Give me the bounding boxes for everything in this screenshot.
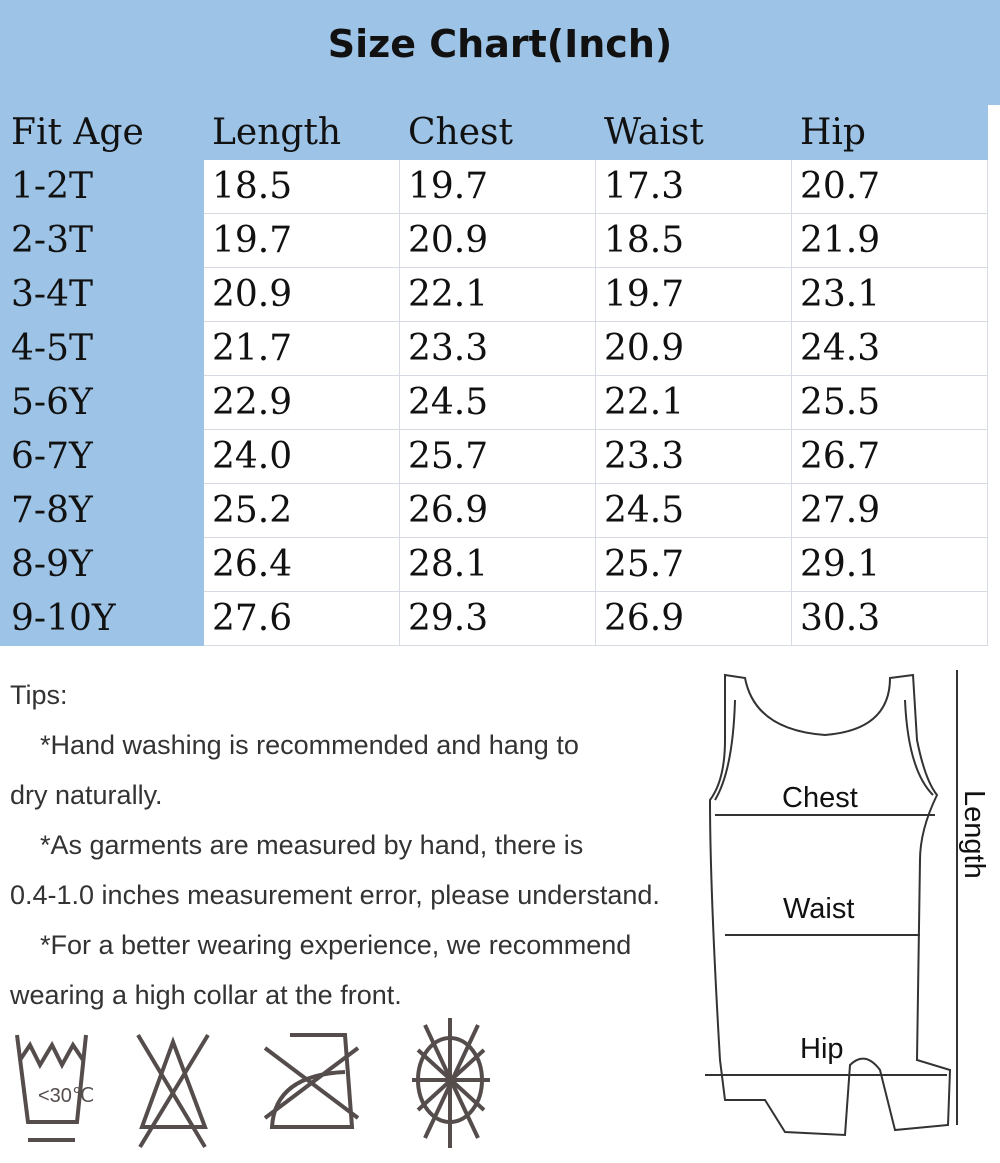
waist-label: Waist xyxy=(783,893,854,925)
no-sun-dry-icon xyxy=(412,1018,490,1148)
table-cell: 7-8Y xyxy=(0,483,204,538)
table-cell: 17.3 xyxy=(595,159,792,214)
table-cell: 18.5 xyxy=(203,159,400,214)
size-table: Fit Age Length Chest Waist Hip 1-2T 18.5 19.7 17… xyxy=(0,105,988,646)
table-cell: 6-7Y xyxy=(0,429,204,484)
table-cell: 28.1 xyxy=(399,537,596,592)
table-cell: 26.7 xyxy=(791,429,988,484)
table-cell: 21.7 xyxy=(203,321,400,376)
tips: Tips: *Hand washing is recommended and h… xyxy=(10,670,720,1020)
table-row: 8-9Y 26.4 28.1 25.7 29.1 xyxy=(0,537,988,592)
table-cell: 24.5 xyxy=(399,375,596,430)
table-cell: 19.7 xyxy=(595,267,792,322)
table-cell: 25.7 xyxy=(399,429,596,484)
table-cell: 27.6 xyxy=(203,591,400,646)
table-cell: 19.7 xyxy=(399,159,596,214)
table-cell: 26.4 xyxy=(203,537,400,592)
table-cell: 23.3 xyxy=(399,321,596,376)
table-cell: 18.5 xyxy=(595,213,792,268)
table-cell: 1-2T xyxy=(0,159,204,214)
column-header: Chest xyxy=(399,105,596,160)
table-row: 6-7Y 24.0 25.7 23.3 26.7 xyxy=(0,429,988,484)
hip-label: Hip xyxy=(800,1033,844,1065)
table-row: 2-3T 19.7 20.9 18.5 21.9 xyxy=(0,213,988,268)
table-cell: 22.9 xyxy=(203,375,400,430)
length-label: Length xyxy=(958,790,990,879)
care-icons: <30℃ xyxy=(15,1018,490,1149)
table-cell: 22.1 xyxy=(595,375,792,430)
table-row: 7-8Y 25.2 26.9 24.5 27.9 xyxy=(0,483,988,538)
column-header: Hip xyxy=(791,105,988,160)
table-row: 4-5T 21.7 23.3 20.9 24.3 xyxy=(0,321,988,376)
table-cell: 25.2 xyxy=(203,483,400,538)
table-cell: 8-9Y xyxy=(0,537,204,592)
table-cell: 29.3 xyxy=(399,591,596,646)
table-cell: 24.5 xyxy=(595,483,792,538)
no-bleach-icon xyxy=(136,1033,210,1149)
table-cell: 26.9 xyxy=(399,483,596,538)
table-row: 3-4T 20.9 22.1 19.7 23.1 xyxy=(0,267,988,322)
table-cell: 25.7 xyxy=(595,537,792,592)
table-cell: 21.9 xyxy=(791,213,988,268)
garment-diagram: Chest Waist Hip Length xyxy=(705,670,990,1137)
table-header-row: Fit Age Length Chest Waist Hip xyxy=(0,105,988,160)
title-band xyxy=(0,0,1000,105)
column-header: Length xyxy=(203,105,400,160)
table-cell: 27.9 xyxy=(791,483,988,538)
table-cell: 3-4T xyxy=(0,267,204,322)
table-cell: 23.3 xyxy=(595,429,792,484)
table-cell: 20.7 xyxy=(791,159,988,214)
table-cell: 24.3 xyxy=(791,321,988,376)
tip-3-cont: wearing a high collar at the front. xyxy=(10,980,402,1010)
column-header: Fit Age xyxy=(0,105,204,160)
table-row: 1-2T 18.5 19.7 17.3 20.7 xyxy=(0,159,988,214)
table-cell: 5-6Y xyxy=(0,375,204,430)
table-cell: 19.7 xyxy=(203,213,400,268)
table-row: 5-6Y 22.9 24.5 22.1 25.5 xyxy=(0,375,988,430)
table-cell: 4-5T xyxy=(0,321,204,376)
table-cell: 23.1 xyxy=(791,267,988,322)
table-cell: 22.1 xyxy=(399,267,596,322)
tip-1: *Hand washing is recommended and hang to xyxy=(40,730,579,760)
table-cell: 29.1 xyxy=(791,537,988,592)
table-cell: 2-3T xyxy=(0,213,204,268)
chest-label: Chest xyxy=(782,782,858,814)
tip-2-cont: 0.4-1.0 inches measurement error, please… xyxy=(10,880,660,910)
table-cell: 20.9 xyxy=(203,267,400,322)
table-cell: 24.0 xyxy=(203,429,400,484)
table-cell: 20.9 xyxy=(399,213,596,268)
page-title: Size Chart(Inch) xyxy=(327,22,673,66)
hand-wash-30c-icon: <30℃ xyxy=(15,1034,94,1142)
tips-heading: Tips: xyxy=(10,680,68,710)
no-iron-icon xyxy=(263,1033,360,1129)
tip-3: *For a better wearing experience, we rec… xyxy=(40,930,632,960)
table-cell: 9-10Y xyxy=(0,591,204,646)
table-cell: 20.9 xyxy=(595,321,792,376)
table-cell: 26.9 xyxy=(595,591,792,646)
tip-1-cont: dry naturally. xyxy=(10,780,163,810)
wash-temp: <30℃ xyxy=(38,1085,94,1107)
table-row: 9-10Y 27.6 29.3 26.9 30.3 xyxy=(0,591,988,646)
column-header: Waist xyxy=(595,105,792,160)
tip-2: *As garments are measured by hand, there… xyxy=(40,830,584,860)
table-cell: 30.3 xyxy=(791,591,988,646)
table-cell: 25.5 xyxy=(791,375,988,430)
